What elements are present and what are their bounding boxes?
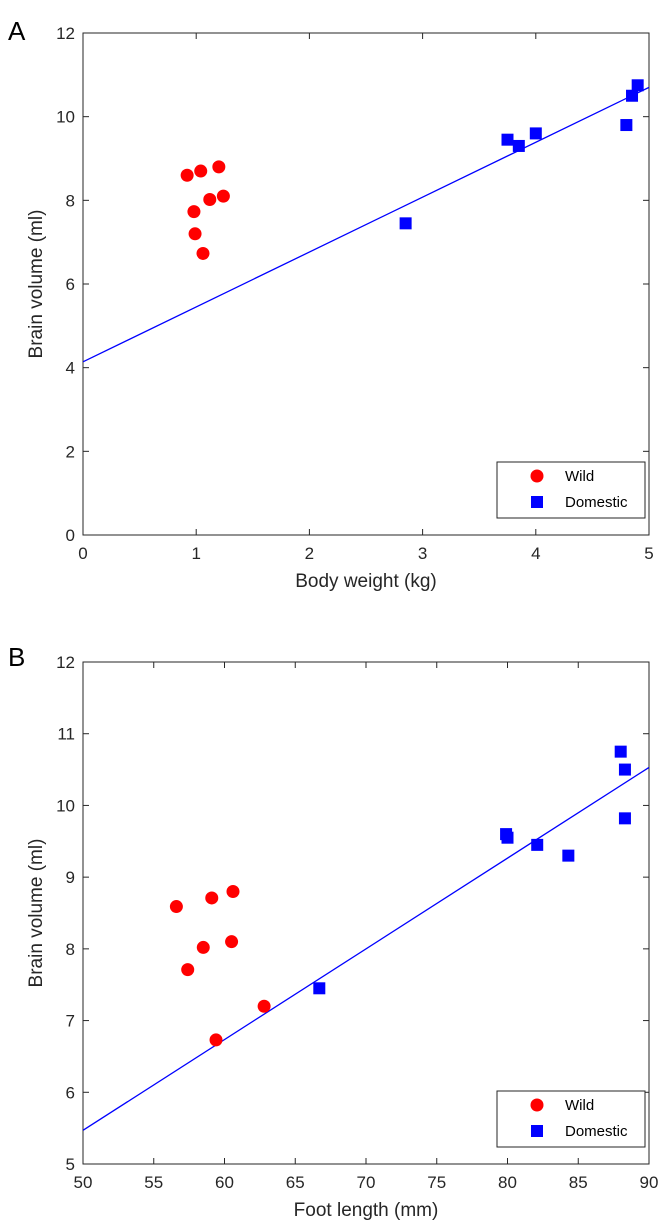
regression-line <box>83 86 649 363</box>
wild-point <box>188 227 202 241</box>
legend-label: Wild <box>565 468 594 485</box>
series-domestic <box>399 79 644 230</box>
x-tick-label: 55 <box>144 1173 163 1192</box>
x-tick-label: 70 <box>357 1173 376 1192</box>
x-tick-label: 60 <box>215 1173 234 1192</box>
legend-label: Domestic <box>565 494 628 511</box>
x-tick-label: 2 <box>305 544 314 563</box>
panel-label: B <box>8 642 25 672</box>
legend-domestic-marker <box>531 496 543 508</box>
domestic-point <box>531 838 544 851</box>
domestic-point <box>501 831 514 844</box>
legend-label: Wild <box>565 1097 594 1114</box>
wild-point <box>196 940 210 954</box>
wild-point <box>169 900 183 914</box>
legend-box <box>496 1090 646 1148</box>
x-tick-label: 5 <box>644 544 653 563</box>
x-axis-label: Foot length (mm) <box>294 1200 439 1221</box>
chart-panel-b: 50 55 60 65 70 75 80 85 90 5 6 7 8 9 10 11 12 Foot length… <box>8 642 658 1221</box>
wild-point <box>226 884 240 898</box>
y-tick-label: 5 <box>66 1155 75 1174</box>
domestic-point <box>501 133 514 146</box>
domestic-point <box>512 139 525 152</box>
y-tick-label: 8 <box>66 940 75 959</box>
wild-point <box>181 963 195 977</box>
legend-wild-marker <box>530 1098 544 1112</box>
x-tick-label: 75 <box>427 1173 446 1192</box>
wild-point <box>209 1033 223 1047</box>
y-tick-label: 10 <box>56 796 75 815</box>
wild-point <box>180 168 194 182</box>
panel-label: A <box>8 16 26 46</box>
wild-point <box>212 160 226 174</box>
x-tick-label: 85 <box>569 1173 588 1192</box>
domestic-point <box>620 119 633 132</box>
wild-point <box>225 935 239 949</box>
x-tick-label: 4 <box>531 544 540 563</box>
y-axis-label: Brain volume (ml) <box>26 839 47 988</box>
x-tick-label: 0 <box>78 544 87 563</box>
legend-domestic-marker <box>531 1125 543 1137</box>
wild-point <box>216 189 230 203</box>
y-tick-label: 11 <box>57 725 75 744</box>
wild-point <box>205 891 219 905</box>
domestic-point <box>529 127 542 140</box>
y-tick-label: 8 <box>66 191 75 210</box>
domestic-point <box>618 812 631 825</box>
y-tick-label: 10 <box>56 108 75 127</box>
series-wild <box>180 160 230 260</box>
y-tick-label: 12 <box>56 24 75 43</box>
y-tick-label: 4 <box>66 359 75 378</box>
domestic-point <box>614 745 627 758</box>
y-tick-label: 0 <box>66 526 75 545</box>
wild-point <box>196 246 210 260</box>
y-tick-label: 6 <box>66 1083 75 1102</box>
domestic-point <box>399 217 412 230</box>
y-tick-label: 2 <box>66 442 75 461</box>
x-tick-label: 80 <box>498 1173 517 1192</box>
series-domestic <box>313 745 631 995</box>
legend: Wild Domestic <box>496 1090 646 1148</box>
wild-point <box>194 164 208 178</box>
regression-line <box>83 766 649 1131</box>
series-wild <box>169 884 271 1047</box>
domestic-point <box>313 982 326 995</box>
y-tick-label: 7 <box>66 1012 75 1031</box>
domestic-point <box>631 79 644 92</box>
legend: Wild Domestic <box>496 461 646 519</box>
domestic-point <box>618 763 631 776</box>
legend-box <box>496 461 646 519</box>
y-tick-label: 12 <box>56 653 75 672</box>
x-tick-label: 65 <box>286 1173 305 1192</box>
wild-point <box>187 205 201 219</box>
y-tick-label: 6 <box>66 275 75 294</box>
x-tick-label: 50 <box>74 1173 93 1192</box>
y-tick-label: 9 <box>66 868 75 887</box>
wild-point <box>203 192 217 206</box>
x-axis-label: Body weight (kg) <box>295 571 437 592</box>
domestic-point <box>626 89 639 102</box>
x-tick-label: 1 <box>191 544 200 563</box>
domestic-point <box>562 849 575 862</box>
wild-point <box>257 999 271 1013</box>
legend-label: Domestic <box>565 1123 628 1140</box>
legend-wild-marker <box>530 469 544 483</box>
x-tick-label: 90 <box>640 1173 659 1192</box>
y-axis-label: Brain volume (ml) <box>26 210 47 359</box>
x-tick-label: 3 <box>418 544 427 563</box>
